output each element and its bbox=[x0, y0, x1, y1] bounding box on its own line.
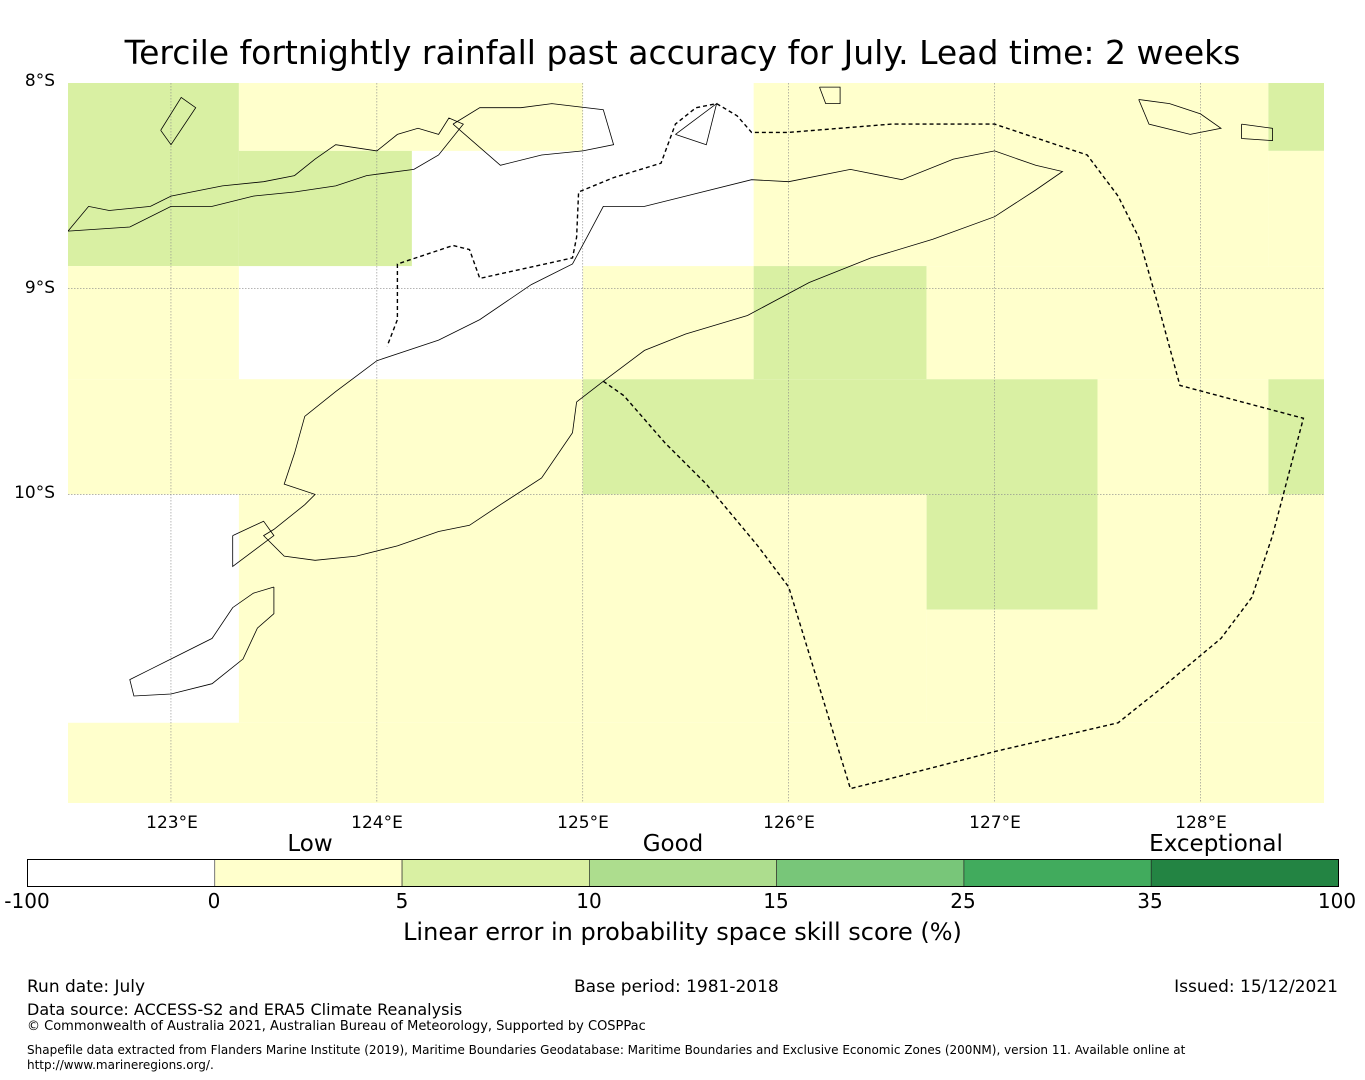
skill-cell bbox=[753, 83, 1269, 267]
skill-cell bbox=[582, 379, 1098, 495]
colorbar-tick-neg100: -100 bbox=[4, 889, 50, 913]
coastline bbox=[68, 117, 464, 232]
lat-label-9s: 9°S bbox=[24, 278, 55, 298]
issued-date: Issued: 15/12/2021 bbox=[1174, 977, 1338, 997]
colorbar-tick-0: 0 bbox=[207, 889, 221, 913]
skill-cell bbox=[1268, 83, 1324, 151]
coastline bbox=[160, 96, 197, 146]
coastline bbox=[232, 520, 275, 568]
category-exceptional: Exceptional bbox=[1149, 831, 1283, 857]
colorbar-segment bbox=[963, 859, 1152, 887]
map-title: Tercile fortnightly rainfall past accura… bbox=[124, 33, 1241, 72]
coastline bbox=[819, 86, 841, 105]
colorbar-tick-15: 15 bbox=[763, 889, 789, 913]
skill-cell bbox=[753, 266, 927, 380]
lat-label-10s: 10°S bbox=[14, 483, 55, 503]
lon-label-123e: 123°E bbox=[146, 813, 198, 833]
colorbar-tick-100: 100 bbox=[1317, 889, 1357, 913]
skill-cell bbox=[926, 494, 1098, 610]
coastline bbox=[129, 586, 275, 697]
skill-cell bbox=[68, 722, 1324, 803]
skill-grid-cells bbox=[68, 83, 1324, 803]
lon-label-127e: 127°E bbox=[969, 813, 1021, 833]
coastlines bbox=[68, 86, 1273, 697]
colorbar-tick-25: 25 bbox=[950, 889, 976, 913]
colorbar-segment bbox=[401, 859, 590, 887]
skill-cell bbox=[68, 266, 239, 380]
colorbar-tick-35: 35 bbox=[1137, 889, 1163, 913]
skill-cell bbox=[582, 266, 754, 380]
colorbar-segment bbox=[27, 859, 216, 887]
run-date: Run date: July bbox=[27, 977, 146, 997]
skill-cell bbox=[68, 379, 583, 495]
skill-cell bbox=[68, 83, 239, 267]
skill-cell bbox=[926, 609, 1098, 723]
skill-cell bbox=[1268, 150, 1324, 267]
base-period: Base period: 1981-2018 bbox=[574, 977, 779, 997]
skill-cell bbox=[1268, 379, 1324, 495]
skill-cell bbox=[1097, 379, 1269, 495]
colorbar-tick-5: 5 bbox=[395, 889, 409, 913]
category-good: Good bbox=[642, 831, 704, 857]
coastline bbox=[675, 102, 718, 146]
lon-label-126e: 126°E bbox=[763, 813, 815, 833]
category-low: Low bbox=[287, 831, 333, 857]
coastline bbox=[1138, 99, 1222, 135]
coastline bbox=[262, 150, 1064, 561]
skill-cell bbox=[1097, 494, 1324, 723]
colorbar bbox=[27, 859, 1339, 887]
data-source: Data source: ACCESS-S2 and ERA5 Climate … bbox=[27, 1000, 463, 1019]
skill-cell bbox=[926, 266, 1324, 380]
colorbar-tick-10: 10 bbox=[576, 889, 602, 913]
lat-label-8s: 8°S bbox=[24, 71, 55, 91]
coastline bbox=[1241, 123, 1273, 142]
colorbar-frame bbox=[27, 859, 1339, 887]
colorbar-label: Linear error in probability space skill … bbox=[403, 918, 962, 946]
copyright: © Commonwealth of Australia 2021, Austra… bbox=[27, 1019, 646, 1034]
shapefile-note: Shapefile data extracted from Flanders M… bbox=[27, 1043, 1186, 1072]
lon-label-128e: 128°E bbox=[1175, 813, 1227, 833]
lon-label-124e: 124°E bbox=[351, 813, 403, 833]
colorbar-segment bbox=[589, 859, 777, 887]
graticule bbox=[68, 83, 1324, 803]
colorbar-segment bbox=[214, 859, 403, 887]
colorbar-segment bbox=[776, 859, 965, 887]
eez-boundary-line bbox=[386, 102, 1305, 790]
colorbar-segment bbox=[1150, 859, 1339, 887]
skill-cell bbox=[238, 83, 583, 151]
lon-label-125e: 125°E bbox=[557, 813, 609, 833]
skill-cell bbox=[238, 150, 412, 267]
eez-boundary bbox=[386, 102, 1305, 790]
skill-map bbox=[68, 83, 1324, 803]
coastline bbox=[452, 103, 615, 166]
